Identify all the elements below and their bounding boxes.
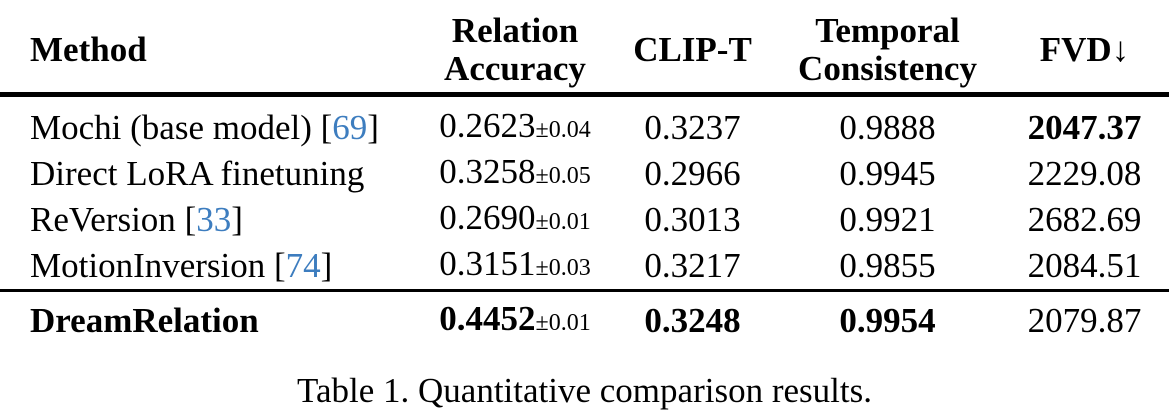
relation-accuracy-value: 0.4452 (439, 298, 536, 338)
table-row: MotionInversion [74] 0.3151±0.03 0.3217 … (0, 243, 1169, 291)
method-cell: MotionInversion [74] (0, 243, 420, 291)
down-arrow-icon: ↓ (1111, 29, 1130, 69)
header-row: Method Relation Accuracy CLIP-T Temporal… (0, 8, 1169, 97)
column-header-clip-t-label: CLIP-T (633, 29, 752, 69)
relation-accuracy-std: ±0.03 (535, 254, 591, 281)
citation-link[interactable]: 33 (196, 199, 232, 239)
column-header-method-label: Method (30, 29, 147, 69)
citation-link[interactable]: 69 (332, 107, 368, 147)
fvd-cell: 2079.87 (1000, 288, 1169, 348)
temporal-consistency-cell: 0.9888 (839, 107, 936, 147)
clip-t-cell: 0.3013 (644, 199, 741, 239)
method-cell: ReVersion [33] (0, 197, 420, 243)
relation-accuracy-value: 0.3258 (439, 151, 536, 191)
method-cell: Direct LoRA finetuning [] (0, 151, 420, 197)
column-header-fvd-label: FVD (1039, 29, 1112, 69)
method-name: DreamRelation (30, 300, 259, 340)
table-caption: Table 1. Quantitative comparison results… (297, 370, 872, 410)
temporal-consistency-cell: 0.9921 (839, 199, 936, 239)
table-row: Mochi (base model) [69] 0.2623±0.04 0.32… (0, 94, 1169, 151)
method-name: Direct LoRA finetuning (30, 153, 365, 193)
relation-accuracy-std: ±0.01 (535, 309, 591, 336)
method-name: Mochi (base model) (30, 107, 312, 147)
table-row: Direct LoRA finetuning [] 0.3258±0.05 0.… (0, 151, 1169, 197)
clip-t-cell: 0.3248 (610, 288, 775, 348)
relation-accuracy-value: 0.2690 (439, 197, 536, 237)
column-header-temporal-line2: Consistency (798, 48, 977, 88)
relation-accuracy-cell: 0.3258±0.05 (420, 151, 610, 197)
method-name: MotionInversion (30, 245, 266, 285)
column-header-temporal-consistency: Temporal Consistency (775, 8, 1000, 97)
fvd-cell: 2084.51 (1027, 245, 1142, 285)
temporal-consistency-cell: 0.9945 (839, 153, 936, 193)
citation: [74] (265, 245, 333, 285)
fvd-cell: 2047.37 (1027, 107, 1142, 147)
relation-accuracy-cell: 0.4452±0.01 (420, 288, 610, 348)
relation-accuracy-cell: 0.3151±0.03 (420, 243, 610, 291)
column-header-relation-accuracy: Relation Accuracy (420, 8, 610, 97)
column-header-relation-line2: Accuracy (444, 48, 586, 88)
table-header: Method Relation Accuracy CLIP-T Temporal… (0, 8, 1169, 97)
table-body: Mochi (base model) [69] 0.2623±0.04 0.32… (0, 94, 1169, 348)
relation-accuracy-std: ±0.04 (535, 116, 591, 143)
clip-t-cell: 0.3237 (644, 107, 741, 147)
citation-link[interactable]: 74 (285, 245, 321, 285)
temporal-consistency-cell: 0.9954 (775, 288, 1000, 348)
column-header-fvd: FVD↓ (1000, 8, 1169, 97)
relation-accuracy-value: 0.2623 (439, 105, 536, 145)
column-header-clip-t: CLIP-T (610, 8, 775, 97)
clip-t-cell: 0.3217 (644, 245, 741, 285)
method-cell: DreamRelation [] (0, 288, 420, 348)
column-header-method: Method (0, 8, 420, 97)
method-name: ReVersion (30, 199, 176, 239)
table-row: DreamRelation [] 0.4452±0.01 0.3248 0.99… (0, 288, 1169, 348)
results-table: Method Relation Accuracy CLIP-T Temporal… (0, 8, 1169, 348)
relation-accuracy-cell: 0.2623±0.04 (420, 94, 610, 151)
relation-accuracy-cell: 0.2690±0.01 (420, 197, 610, 243)
temporal-consistency-cell: 0.9855 (839, 245, 936, 285)
fvd-cell: 2682.69 (1027, 199, 1142, 239)
method-cell: Mochi (base model) [69] (0, 94, 420, 151)
column-header-temporal-line1: Temporal (815, 10, 960, 50)
table-row: ReVersion [33] 0.2690±0.01 0.3013 0.9921… (0, 197, 1169, 243)
fvd-cell: 2229.08 (1027, 153, 1142, 193)
citation: [69] (311, 107, 379, 147)
relation-accuracy-std: ±0.05 (535, 162, 591, 189)
relation-accuracy-std: ±0.01 (535, 208, 591, 235)
clip-t-cell: 0.2966 (644, 153, 741, 193)
column-header-relation-line1: Relation (451, 10, 579, 50)
relation-accuracy-value: 0.3151 (439, 243, 536, 283)
citation: [33] (175, 199, 243, 239)
